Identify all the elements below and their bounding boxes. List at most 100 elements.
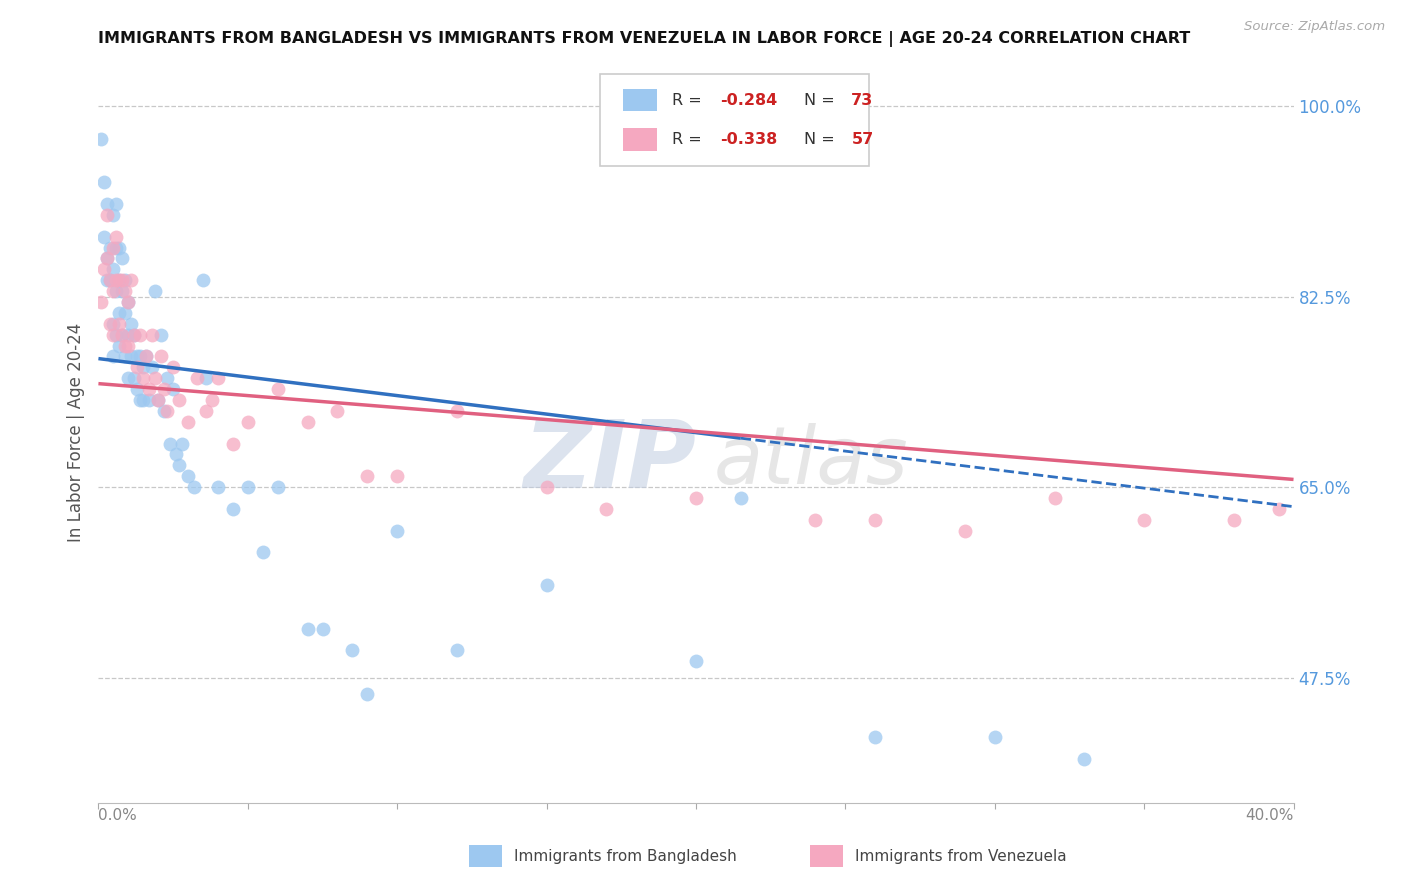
Point — [105, 229, 128, 244]
Point — [105, 273, 128, 287]
Point — [103, 350, 125, 364]
Point — [156, 404, 179, 418]
Point — [1073, 752, 1095, 766]
Text: N =: N = — [804, 93, 839, 108]
Point — [141, 360, 163, 375]
Point — [1223, 513, 1246, 527]
Point — [730, 491, 752, 505]
Point — [685, 491, 707, 505]
Point — [536, 480, 558, 494]
Bar — [623, 128, 657, 151]
Point — [108, 317, 131, 331]
Point — [167, 392, 190, 407]
Bar — [623, 89, 657, 112]
Bar — [810, 845, 844, 867]
Point — [96, 252, 118, 266]
Point — [150, 327, 173, 342]
Point — [953, 524, 976, 538]
Text: -0.284: -0.284 — [720, 93, 778, 108]
Text: 40.0%: 40.0% — [1246, 808, 1294, 823]
Point — [167, 458, 190, 473]
Point — [138, 392, 160, 407]
Point — [103, 208, 125, 222]
Point — [124, 371, 146, 385]
Point — [222, 501, 245, 516]
Point — [1267, 501, 1289, 516]
Point — [385, 524, 409, 538]
Point — [108, 306, 131, 320]
Point — [120, 273, 142, 287]
Text: 73: 73 — [852, 93, 873, 108]
Point — [162, 382, 184, 396]
Point — [236, 480, 259, 494]
Point — [685, 654, 707, 668]
Point — [111, 327, 134, 342]
Text: Immigrants from Venezuela: Immigrants from Venezuela — [855, 848, 1067, 863]
Point — [148, 392, 170, 407]
Text: atlas: atlas — [714, 423, 908, 501]
Point — [105, 327, 128, 342]
Point — [356, 469, 378, 483]
Point — [117, 338, 139, 352]
Point — [252, 545, 274, 559]
Point — [135, 350, 157, 364]
Point — [129, 392, 152, 407]
Point — [446, 643, 468, 657]
Text: Source: ZipAtlas.com: Source: ZipAtlas.com — [1244, 20, 1385, 33]
Point — [117, 295, 139, 310]
Y-axis label: In Labor Force | Age 20-24: In Labor Force | Age 20-24 — [66, 323, 84, 542]
Point — [865, 731, 887, 745]
Point — [117, 371, 139, 385]
Bar — [470, 845, 502, 867]
Point — [105, 284, 128, 298]
Point — [114, 338, 136, 352]
Point — [150, 350, 173, 364]
Point — [148, 392, 170, 407]
Point — [108, 273, 131, 287]
Point — [1043, 491, 1066, 505]
Point — [177, 469, 200, 483]
Text: 0.0%: 0.0% — [98, 808, 138, 823]
Point — [98, 273, 122, 287]
Point — [114, 306, 136, 320]
Point — [138, 382, 160, 396]
Text: 57: 57 — [852, 132, 873, 147]
Point — [96, 208, 118, 222]
Text: N =: N = — [804, 132, 839, 147]
Point — [111, 284, 134, 298]
Point — [108, 273, 131, 287]
Point — [117, 327, 139, 342]
Point — [127, 360, 149, 375]
Point — [1133, 513, 1156, 527]
Point — [120, 317, 142, 331]
Point — [207, 371, 229, 385]
Point — [297, 415, 319, 429]
Point — [342, 643, 364, 657]
Point — [236, 415, 259, 429]
Point — [165, 447, 187, 461]
Point — [103, 284, 125, 298]
Point — [105, 240, 128, 255]
Point — [98, 317, 122, 331]
Point — [114, 273, 136, 287]
Point — [111, 327, 134, 342]
Text: -0.338: -0.338 — [720, 132, 778, 147]
Point — [143, 284, 166, 298]
Point — [96, 252, 118, 266]
Point — [297, 622, 319, 636]
Point — [124, 327, 146, 342]
Point — [159, 436, 181, 450]
Point — [103, 240, 125, 255]
Text: R =: R = — [672, 132, 707, 147]
Point — [222, 436, 245, 450]
Point — [865, 513, 887, 527]
Point — [96, 197, 118, 211]
Point — [105, 197, 128, 211]
Text: R =: R = — [672, 93, 707, 108]
Point — [311, 622, 333, 636]
Point — [114, 350, 136, 364]
Text: ZIP: ZIP — [523, 417, 696, 508]
Point — [93, 175, 115, 189]
Point — [153, 404, 176, 418]
Point — [267, 480, 290, 494]
